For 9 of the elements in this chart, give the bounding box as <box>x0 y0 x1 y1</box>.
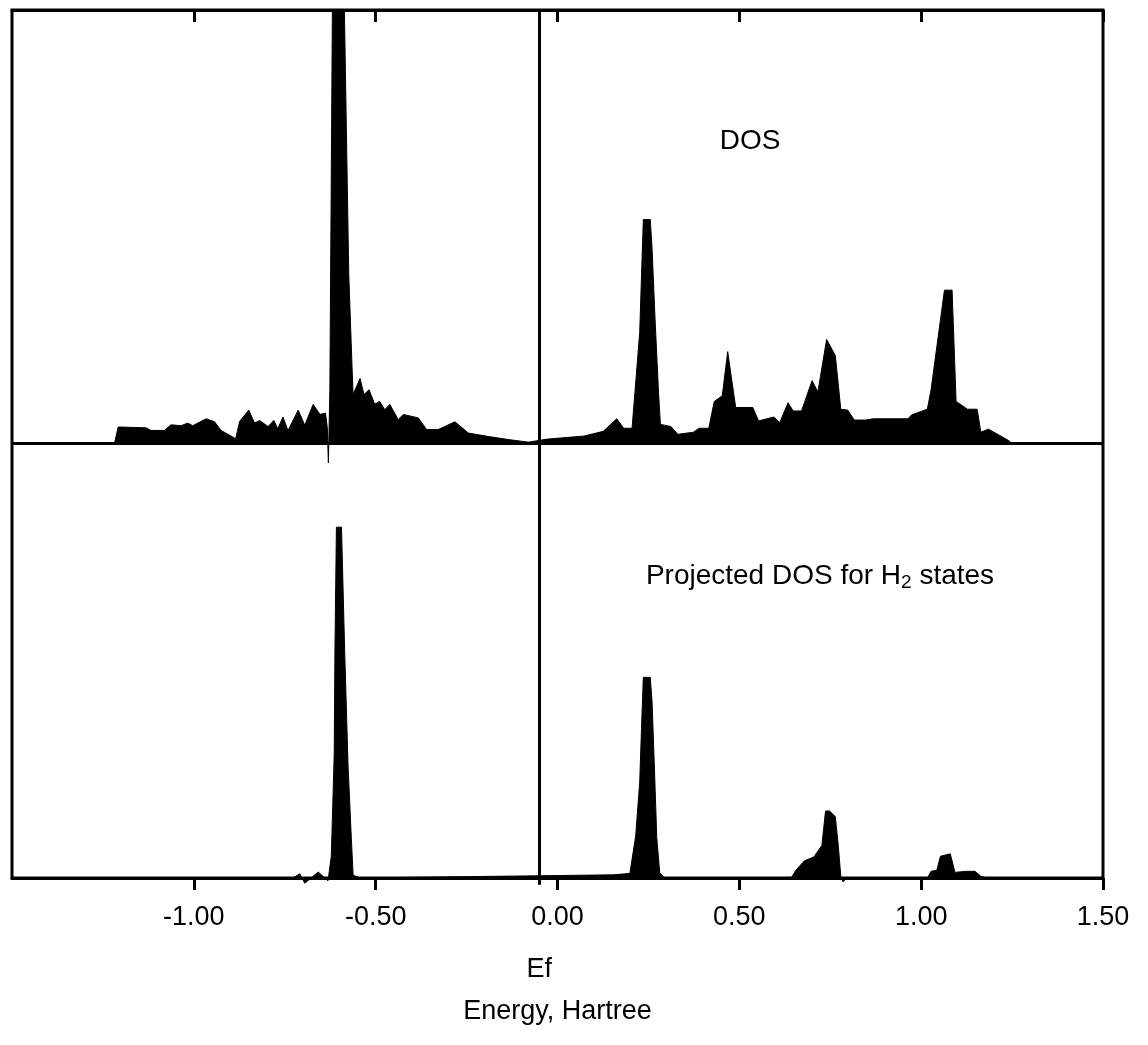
x-axis-title: Energy, Hartree <box>463 995 652 1026</box>
x-tick-label: 1.00 <box>894 901 948 932</box>
x-tick-label: 1.50 <box>1076 901 1130 932</box>
x-tick-label: 0.00 <box>531 901 584 932</box>
x-tick-label: -1.00 <box>163 901 225 932</box>
x-tick-label: 0.50 <box>713 901 766 932</box>
x-tick-label: -0.50 <box>344 901 407 932</box>
ref-line-label: Ef <box>526 953 553 984</box>
text: DOS <box>719 123 781 155</box>
